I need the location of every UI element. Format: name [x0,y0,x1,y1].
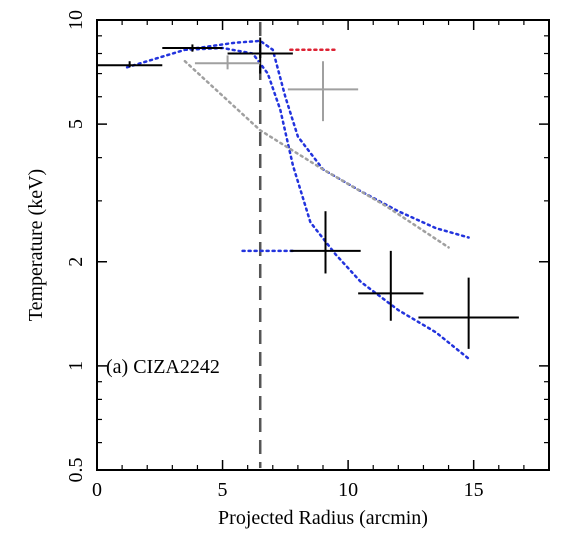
x-tick-label: 5 [218,479,228,501]
model-curves [125,22,470,468]
y-tick-label: 1 [65,361,87,371]
y-tick-label: 5 [65,119,87,129]
model-curve [183,59,450,249]
x-tick-label: 0 [92,479,102,501]
y-axis-label: Temperature (keV) [25,169,47,321]
y-tick-label: 0.5 [65,458,87,483]
y-tick-label: 2 [65,257,87,267]
data-points [97,37,519,349]
panel-label: (a) CIZA2242 [106,356,220,378]
model-curve [125,39,470,239]
x-axis-label: Projected Radius (arcmin) [218,507,428,529]
y-tick-label: 10 [65,10,87,30]
axes: 0 5 10 15 0.5 1 2 5 10 [65,10,550,501]
x-tick-label: 10 [338,479,358,501]
x-tick-label: 15 [464,479,484,501]
model-curve [183,46,470,360]
